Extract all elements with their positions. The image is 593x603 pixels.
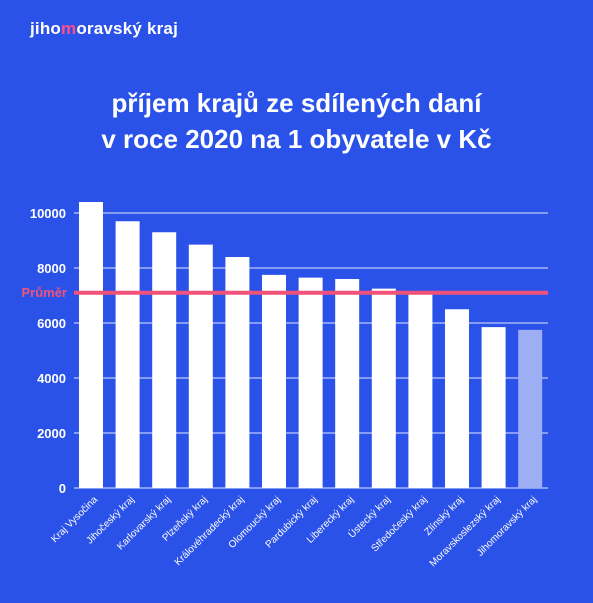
average-label: Průměr [21, 285, 67, 300]
bar [262, 274, 286, 488]
logo-text-end: oravský kraj [76, 19, 178, 38]
average-line-group: Průměr [21, 285, 548, 300]
brand-logo: jihomoravský kraj [30, 19, 178, 39]
bar [188, 244, 213, 488]
y-tick-label: 4000 [37, 371, 66, 386]
x-tick-label: Královéhradecký kraj [173, 494, 247, 568]
y-tick-label: 2000 [37, 426, 66, 441]
bar [335, 279, 360, 488]
bar [152, 232, 177, 488]
chart-title-line-2: v roce 2020 na 1 obyvatele v Kč [101, 124, 492, 154]
logo-text-accent: m [61, 19, 77, 38]
y-tick-label: 10000 [30, 206, 66, 221]
logo-text-start: jiho [30, 19, 62, 38]
y-tick-label: 8000 [37, 261, 66, 276]
bar [481, 327, 506, 488]
bar [298, 277, 323, 488]
x-tick-label: Moravskoslezský kraj [428, 494, 503, 569]
bar [79, 202, 103, 488]
y-axis-tick-labels: 0 2000 4000 6000 8000 10000 [30, 206, 66, 496]
bar [518, 329, 543, 488]
y-tick-label: 0 [59, 481, 66, 496]
y-tick-label: 6000 [37, 316, 66, 331]
chart-title-line-1: příjem krajů ze sdílených daní [111, 88, 482, 118]
bar [445, 309, 469, 488]
bar [408, 294, 433, 488]
bar [371, 288, 396, 488]
bar [225, 257, 250, 488]
bar [115, 221, 140, 488]
chart-title: příjem krajů ze sdílených daní v roce 20… [0, 85, 593, 157]
chart-bars [79, 202, 543, 488]
